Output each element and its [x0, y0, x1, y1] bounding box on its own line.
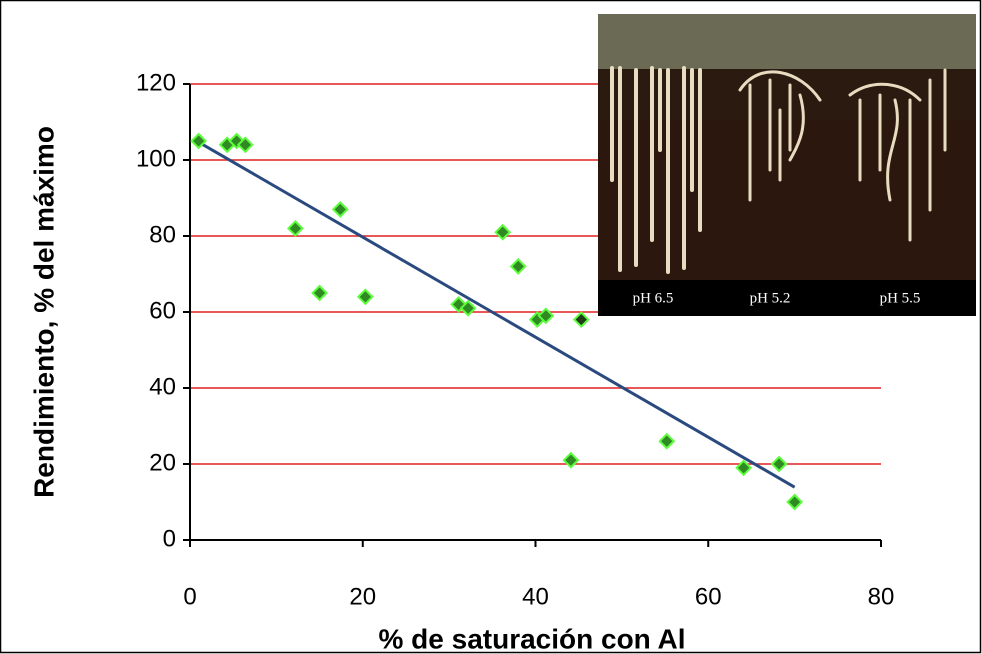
inset-photo	[598, 14, 976, 316]
y-tick-label: 0	[163, 525, 176, 552]
point	[537, 307, 555, 325]
trend-line	[197, 140, 796, 489]
x-axis-title: % de saturación con Al	[378, 623, 685, 654]
inset-label: pH 5.2	[750, 290, 791, 306]
point	[459, 299, 477, 317]
y-tick-label: 60	[149, 297, 176, 324]
point	[494, 223, 512, 241]
y-tick-label: 80	[149, 221, 176, 248]
point	[331, 200, 349, 218]
x-tick-label: 20	[349, 583, 376, 610]
point	[286, 219, 304, 237]
x-tick-label: 80	[868, 583, 895, 610]
x-tick-label: 60	[695, 583, 722, 610]
point	[190, 132, 208, 150]
point	[658, 432, 676, 450]
point	[572, 311, 590, 329]
point	[311, 284, 328, 302]
y-tick-label: 20	[149, 449, 176, 476]
inset-label: pH 6.5	[633, 290, 674, 306]
y-tick-label: 100	[136, 145, 176, 172]
point	[786, 493, 804, 511]
inset-label: pH 5.5	[880, 290, 921, 306]
point	[562, 451, 580, 469]
y-tick-label: 120	[136, 69, 176, 96]
point	[735, 459, 753, 477]
y-axis-title: Rendimiento, % del máximo	[28, 126, 59, 498]
point	[236, 136, 254, 154]
x-tick-label: 0	[183, 583, 196, 610]
y-tick-label: 40	[149, 373, 176, 400]
point	[356, 288, 374, 306]
point	[770, 455, 788, 473]
point	[228, 132, 246, 150]
x-tick-label: 40	[522, 583, 549, 610]
point	[509, 257, 527, 275]
